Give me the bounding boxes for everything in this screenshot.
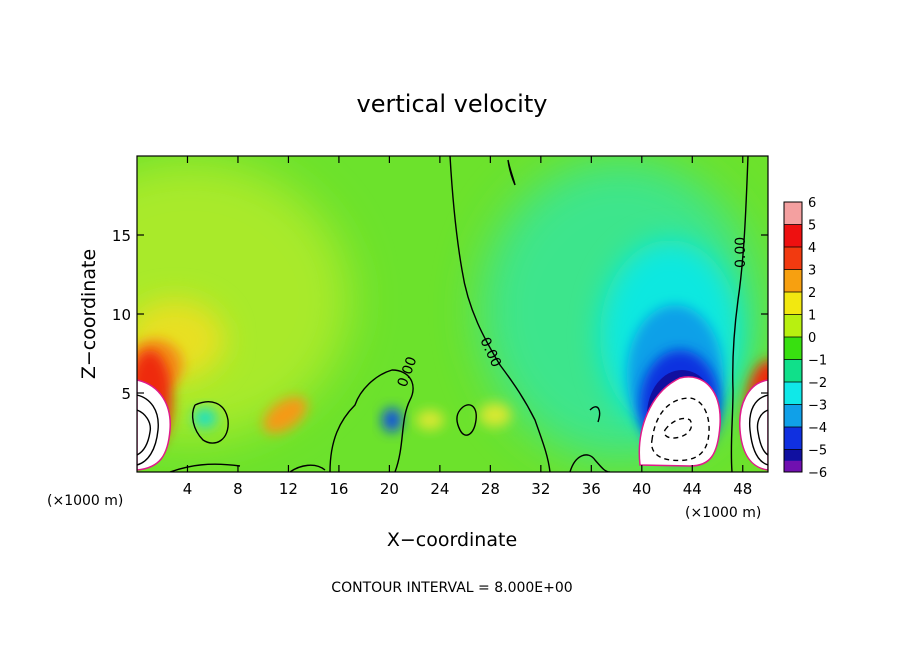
y-tick-label-5: 5 bbox=[121, 385, 131, 403]
colorbar-band-8 bbox=[784, 382, 802, 405]
contour-negative-inner bbox=[663, 417, 693, 439]
colorbar-label-5: 1 bbox=[808, 309, 816, 324]
x-tick-label-24: 24 bbox=[430, 480, 449, 498]
colorbar-band-7 bbox=[784, 359, 802, 383]
colorbar-label-8: −2 bbox=[808, 376, 827, 391]
colorbar-label-6: 0 bbox=[808, 331, 816, 346]
colorbar-label-10: −4 bbox=[808, 421, 827, 436]
contour-label-3: 0.00 bbox=[733, 237, 749, 268]
x-tick-label-12: 12 bbox=[279, 480, 298, 498]
y-axis-title: Z−coordinate bbox=[78, 249, 100, 379]
x-axis-title: X−coordinate bbox=[387, 529, 517, 551]
contour-core-left-inner bbox=[137, 394, 159, 466]
colorbar-band-10 bbox=[784, 427, 802, 450]
contour-zero-bottom-wave bbox=[169, 463, 326, 472]
colorbar-band-min bbox=[784, 460, 802, 472]
contour-zero-center bbox=[449, 156, 551, 472]
colorbar-label-4: 2 bbox=[808, 286, 816, 301]
colorbar-label-11: −5 bbox=[808, 444, 827, 459]
colorbar-label-3: 3 bbox=[808, 264, 816, 279]
contour-core-right-inner bbox=[748, 394, 768, 466]
contour-zero-right-vertical bbox=[730, 156, 749, 472]
contour-interval-note: CONTOUR INTERVAL = 8.000E+00 bbox=[331, 580, 572, 596]
x-tick-label-28: 28 bbox=[481, 480, 500, 498]
field-yellow-28km bbox=[479, 403, 511, 427]
field-downdraft-20km bbox=[382, 408, 402, 432]
y-tick-label-15: 15 bbox=[112, 227, 131, 245]
contour-lines bbox=[137, 156, 768, 472]
x-tick-label-16: 16 bbox=[329, 480, 348, 498]
colorbar-label-12: −6 bbox=[808, 466, 827, 481]
velocity-field bbox=[137, 156, 768, 472]
colorbar-band-0 bbox=[784, 202, 802, 225]
field-yellow-24km bbox=[416, 410, 444, 430]
core-right-edge bbox=[739, 379, 768, 471]
contour-zero-top-loop bbox=[507, 159, 516, 186]
colorbar-band-1 bbox=[784, 224, 802, 248]
x-axis-ticks: 4 8 12 16 20 24 28 32 36 40 44 48 bbox=[183, 156, 752, 498]
x-tick-label-36: 36 bbox=[582, 480, 601, 498]
x-unit-right: (×1000 m) bbox=[685, 505, 761, 521]
colorbar-band-4 bbox=[784, 292, 802, 315]
colorbar-label-7: −1 bbox=[808, 354, 827, 369]
contour-zero-left-cluster bbox=[329, 369, 414, 472]
colorbar-label-1: 5 bbox=[808, 219, 816, 234]
contour-zero-small-1 bbox=[191, 401, 229, 444]
core-middle-right bbox=[638, 376, 721, 467]
field-cyan-6km bbox=[193, 408, 217, 428]
contour-core-left-inner2 bbox=[137, 409, 152, 456]
colorbar-band-9 bbox=[784, 404, 802, 428]
colorbar-band-6 bbox=[784, 337, 802, 360]
y-tick-label-10: 10 bbox=[112, 306, 131, 324]
colorbar-label-0: 6 bbox=[808, 196, 816, 211]
x-tick-label-20: 20 bbox=[380, 480, 399, 498]
colorbar-band-2 bbox=[784, 247, 802, 270]
contour-zero-small-2 bbox=[456, 404, 477, 436]
contour-core-right-inner2 bbox=[756, 409, 768, 456]
x-tick-label-40: 40 bbox=[632, 480, 651, 498]
contour-zero-right-small bbox=[569, 406, 611, 472]
contour-negative-outer bbox=[650, 397, 710, 462]
x-tick-label-44: 44 bbox=[683, 480, 702, 498]
field-updraft-12km bbox=[263, 396, 307, 434]
x-tick-label-8: 8 bbox=[233, 480, 243, 498]
chart-title: vertical velocity bbox=[357, 90, 548, 118]
colorbar-band-5 bbox=[784, 314, 802, 338]
y-axis-ticks: 5 10 15 bbox=[112, 227, 768, 403]
x-tick-label-48: 48 bbox=[733, 480, 752, 498]
colorbar: 6 5 4 3 2 1 0 −1 −2 −3 −4 −5 −6 bbox=[783, 196, 827, 481]
colorbar-label-2: 4 bbox=[808, 241, 816, 256]
x-tick-label-4: 4 bbox=[183, 480, 193, 498]
colorbar-band-3 bbox=[784, 269, 802, 293]
x-tick-label-32: 32 bbox=[531, 480, 550, 498]
colorbar-label-9: −3 bbox=[808, 399, 827, 414]
x-unit-left: (×1000 m) bbox=[47, 493, 123, 509]
